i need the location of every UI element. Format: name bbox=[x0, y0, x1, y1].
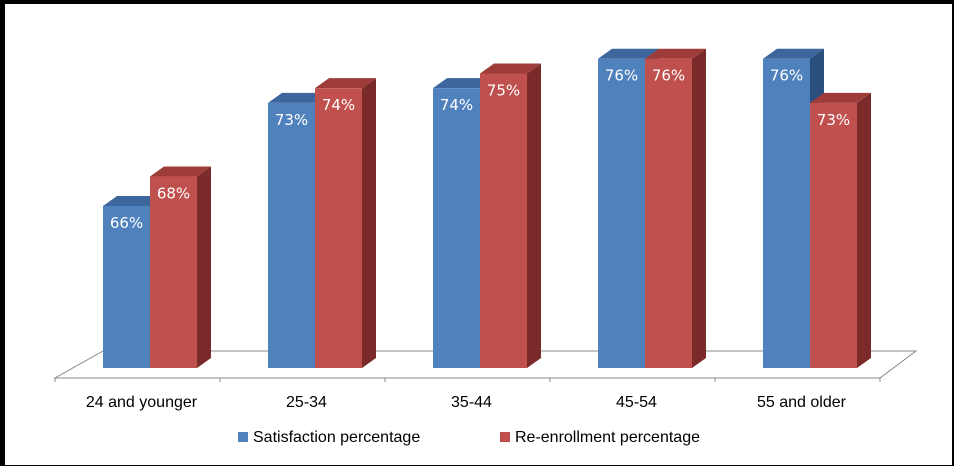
bar-satisfaction bbox=[763, 58, 810, 369]
x-tick-label: 25-34 bbox=[286, 394, 327, 411]
bar-top-satisfaction bbox=[763, 48, 824, 59]
bar-side-reenrollment bbox=[857, 92, 871, 368]
data-label: 73% bbox=[275, 111, 308, 129]
bar-top-reenrollment bbox=[810, 92, 871, 103]
data-label: 76% bbox=[770, 67, 803, 85]
bar-satisfaction bbox=[433, 88, 480, 368]
bar-top-reenrollment bbox=[480, 63, 541, 74]
bar-satisfaction bbox=[268, 102, 315, 368]
legend-label-reenrollment: Re-enrollment percentage bbox=[515, 429, 700, 446]
data-label: 76% bbox=[652, 67, 685, 85]
bar-top-reenrollment bbox=[315, 78, 376, 89]
data-label: 74% bbox=[322, 96, 355, 114]
bar-top-satisfaction bbox=[268, 92, 329, 103]
bar-reenrollment bbox=[810, 102, 857, 368]
x-tick-label: 55 and older bbox=[757, 394, 847, 411]
legend-swatch-reenrollment bbox=[500, 432, 510, 442]
data-label: 75% bbox=[487, 81, 520, 99]
bar-satisfaction bbox=[598, 58, 645, 369]
bar-side-reenrollment bbox=[362, 78, 376, 368]
x-tick-label: 24 and younger bbox=[86, 394, 198, 411]
x-tick-label: 45-54 bbox=[616, 394, 657, 411]
bar-side-reenrollment bbox=[197, 166, 211, 368]
bar-top-reenrollment bbox=[150, 166, 211, 177]
bar-top-satisfaction bbox=[103, 196, 164, 206]
data-label: 76% bbox=[605, 67, 638, 85]
data-label: 74% bbox=[440, 96, 473, 114]
data-label: 73% bbox=[817, 111, 850, 129]
x-tick-label: 35-44 bbox=[451, 394, 492, 411]
bar-reenrollment bbox=[480, 73, 527, 369]
bar-satisfaction bbox=[103, 206, 150, 368]
bar-top-satisfaction bbox=[433, 78, 494, 89]
bar-side-reenrollment bbox=[527, 63, 541, 369]
data-label: 68% bbox=[157, 185, 190, 203]
bar-reenrollment bbox=[150, 176, 197, 368]
bar-top-reenrollment bbox=[645, 48, 706, 59]
legend-swatch-satisfaction bbox=[238, 432, 248, 442]
data-label: 66% bbox=[110, 214, 143, 232]
bar-top-satisfaction bbox=[598, 48, 659, 59]
bar-reenrollment bbox=[645, 58, 692, 369]
bar-reenrollment bbox=[315, 88, 362, 368]
legend-label-satisfaction: Satisfaction percentage bbox=[253, 429, 420, 446]
bar-side-reenrollment bbox=[692, 48, 706, 369]
